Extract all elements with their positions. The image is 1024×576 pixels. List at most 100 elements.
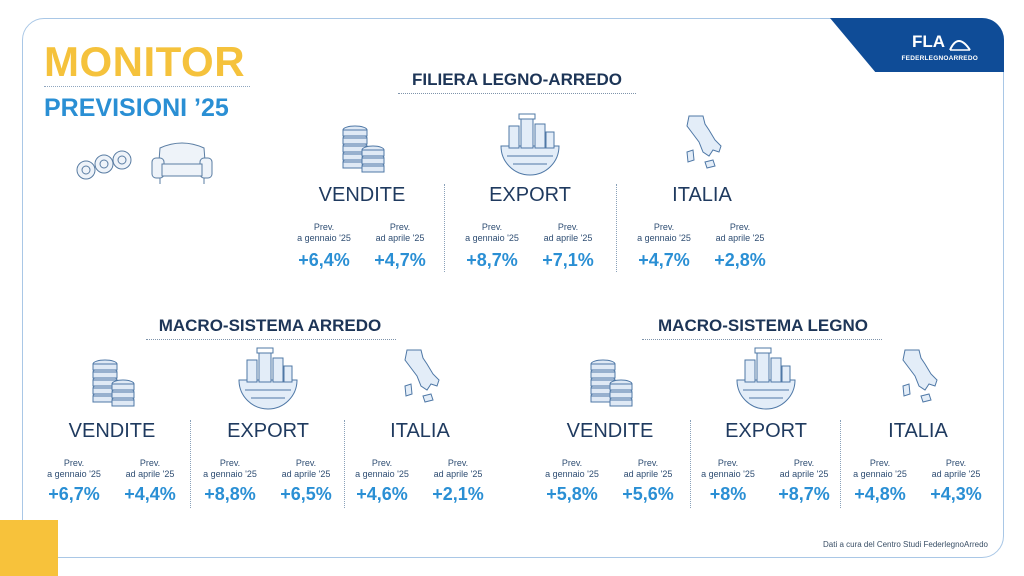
globe-city-icon <box>495 112 565 185</box>
section-divider <box>642 339 882 340</box>
prev-label-line1: Prev. <box>219 458 241 468</box>
prev-label-line1: Prev. <box>729 222 751 232</box>
globe-city-icon <box>731 346 801 419</box>
prev-april-value: +5,6% <box>622 484 674 504</box>
prev-april-value: +4,4% <box>124 484 176 504</box>
metric-name: EXPORT <box>227 420 309 442</box>
prev-label-line2: ad aprile '25 <box>125 469 175 479</box>
page-title: MONITOR <box>44 38 246 85</box>
italy-map-icon <box>895 346 941 415</box>
prev-label-line2: a gennaio '25 <box>297 233 351 243</box>
prev-january-value: +8,8% <box>204 484 256 504</box>
section-divider <box>398 93 636 94</box>
prev-january-value: +5,8% <box>546 484 598 504</box>
prev-january-label: Prev. a gennaio '25 <box>843 458 917 480</box>
logo-tagline: FEDERLEGNOARREDO <box>901 55 978 62</box>
prev-january-value: +4,7% <box>638 250 690 270</box>
column-divider <box>344 420 345 508</box>
prev-label-line2: ad aprile '25 <box>623 469 673 479</box>
prev-label-line2: ad aprile '25 <box>433 469 483 479</box>
prev-april-value: +2,8% <box>714 250 766 270</box>
prev-january-label: Prev. a gennaio '25 <box>193 458 267 480</box>
prev-label-line1: Prev. <box>637 458 659 468</box>
globe-city-icon <box>233 346 303 419</box>
metric-name: ITALIA <box>888 420 948 442</box>
prev-label-line2: a gennaio '25 <box>203 469 257 479</box>
prev-january-label: Prev. a gennaio '25 <box>691 458 765 480</box>
section-title-filiera: FILIERA LEGNO-ARREDO <box>412 70 622 89</box>
section-divider <box>146 339 396 340</box>
prev-label-line2: ad aprile '25 <box>779 469 829 479</box>
prev-january-label: Prev. a gennaio '25 <box>455 222 529 244</box>
prev-label-line2: a gennaio '25 <box>465 233 519 243</box>
prev-label-line2: a gennaio '25 <box>853 469 907 479</box>
prev-april-value: +7,1% <box>542 250 594 270</box>
prev-label-line1: Prev. <box>481 222 503 232</box>
column-divider <box>190 420 191 508</box>
prev-january-label: Prev. a gennaio '25 <box>345 458 419 480</box>
prev-label-line2: ad aprile '25 <box>931 469 981 479</box>
fla-logo-icon: FLA <box>912 32 971 51</box>
prev-label-line2: a gennaio '25 <box>701 469 755 479</box>
italy-map-icon <box>397 346 443 415</box>
prev-april-label: Prev. ad aprile '25 <box>919 458 993 480</box>
metric-name: VENDITE <box>566 420 654 442</box>
prev-january-label: Prev. a gennaio '25 <box>535 458 609 480</box>
prev-january-label: Prev. a gennaio '25 <box>627 222 701 244</box>
prev-april-value: +8,7% <box>778 484 830 504</box>
prev-january-value: +4,8% <box>854 484 906 504</box>
prev-april-value: +4,7% <box>374 250 426 270</box>
coin-stack-icon <box>335 112 389 179</box>
prev-january-label: Prev. a gennaio '25 <box>287 222 361 244</box>
section-title-legno: MACRO-SISTEMA LEGNO <box>658 316 868 335</box>
prev-label-line1: Prev. <box>869 458 891 468</box>
prev-label-line1: Prev. <box>793 458 815 468</box>
yellow-corner-accent <box>0 520 58 576</box>
metric-name: EXPORT <box>489 184 571 206</box>
prev-april-value: +6,5% <box>280 484 332 504</box>
prev-label-line1: Prev. <box>447 458 469 468</box>
page-subtitle: PREVISIONI ’25 <box>44 94 229 122</box>
column-divider <box>444 184 445 272</box>
prev-january-value: +8% <box>709 484 747 504</box>
metric-name: VENDITE <box>68 420 156 442</box>
column-divider <box>690 420 691 508</box>
prev-label-line2: a gennaio '25 <box>637 233 691 243</box>
prev-label-line1: Prev. <box>389 222 411 232</box>
prev-january-value: +4,6% <box>356 484 408 504</box>
prev-april-label: Prev. ad aprile '25 <box>703 222 777 244</box>
metric-name: ITALIA <box>390 420 450 442</box>
prev-january-value: +8,7% <box>466 250 518 270</box>
prev-april-label: Prev. ad aprile '25 <box>531 222 605 244</box>
prev-label-line1: Prev. <box>63 458 85 468</box>
coin-stack-icon <box>85 346 139 413</box>
prev-january-value: +6,7% <box>48 484 100 504</box>
prev-april-value: +4,3% <box>930 484 982 504</box>
footer-source: Dati a cura del Centro Studi FederlegnoA… <box>823 540 988 549</box>
prev-april-label: Prev. ad aprile '25 <box>611 458 685 480</box>
prev-april-label: Prev. ad aprile '25 <box>363 222 437 244</box>
column-divider <box>840 420 841 508</box>
title-divider <box>44 86 250 87</box>
prev-label-line2: a gennaio '25 <box>355 469 409 479</box>
metric-name: ITALIA <box>672 184 732 206</box>
prev-label-line1: Prev. <box>945 458 967 468</box>
prev-label-line2: ad aprile '25 <box>281 469 331 479</box>
prev-april-value: +2,1% <box>432 484 484 504</box>
prev-label-line2: ad aprile '25 <box>715 233 765 243</box>
prev-label-line1: Prev. <box>717 458 739 468</box>
logo-letters: FLA <box>912 32 945 51</box>
prev-january-label: Prev. a gennaio '25 <box>37 458 111 480</box>
column-divider <box>616 184 617 272</box>
prev-label-line2: a gennaio '25 <box>47 469 101 479</box>
metric-name: EXPORT <box>725 420 807 442</box>
prev-april-label: Prev. ad aprile '25 <box>767 458 841 480</box>
prev-label-line2: ad aprile '25 <box>543 233 593 243</box>
prev-label-line1: Prev. <box>653 222 675 232</box>
prev-january-value: +6,4% <box>298 250 350 270</box>
logs-and-armchair-icon <box>76 142 213 184</box>
coin-stack-icon <box>583 346 637 413</box>
prev-label-line1: Prev. <box>139 458 161 468</box>
section-title-arredo: MACRO-SISTEMA ARREDO <box>158 316 382 335</box>
prev-label-line1: Prev. <box>561 458 583 468</box>
